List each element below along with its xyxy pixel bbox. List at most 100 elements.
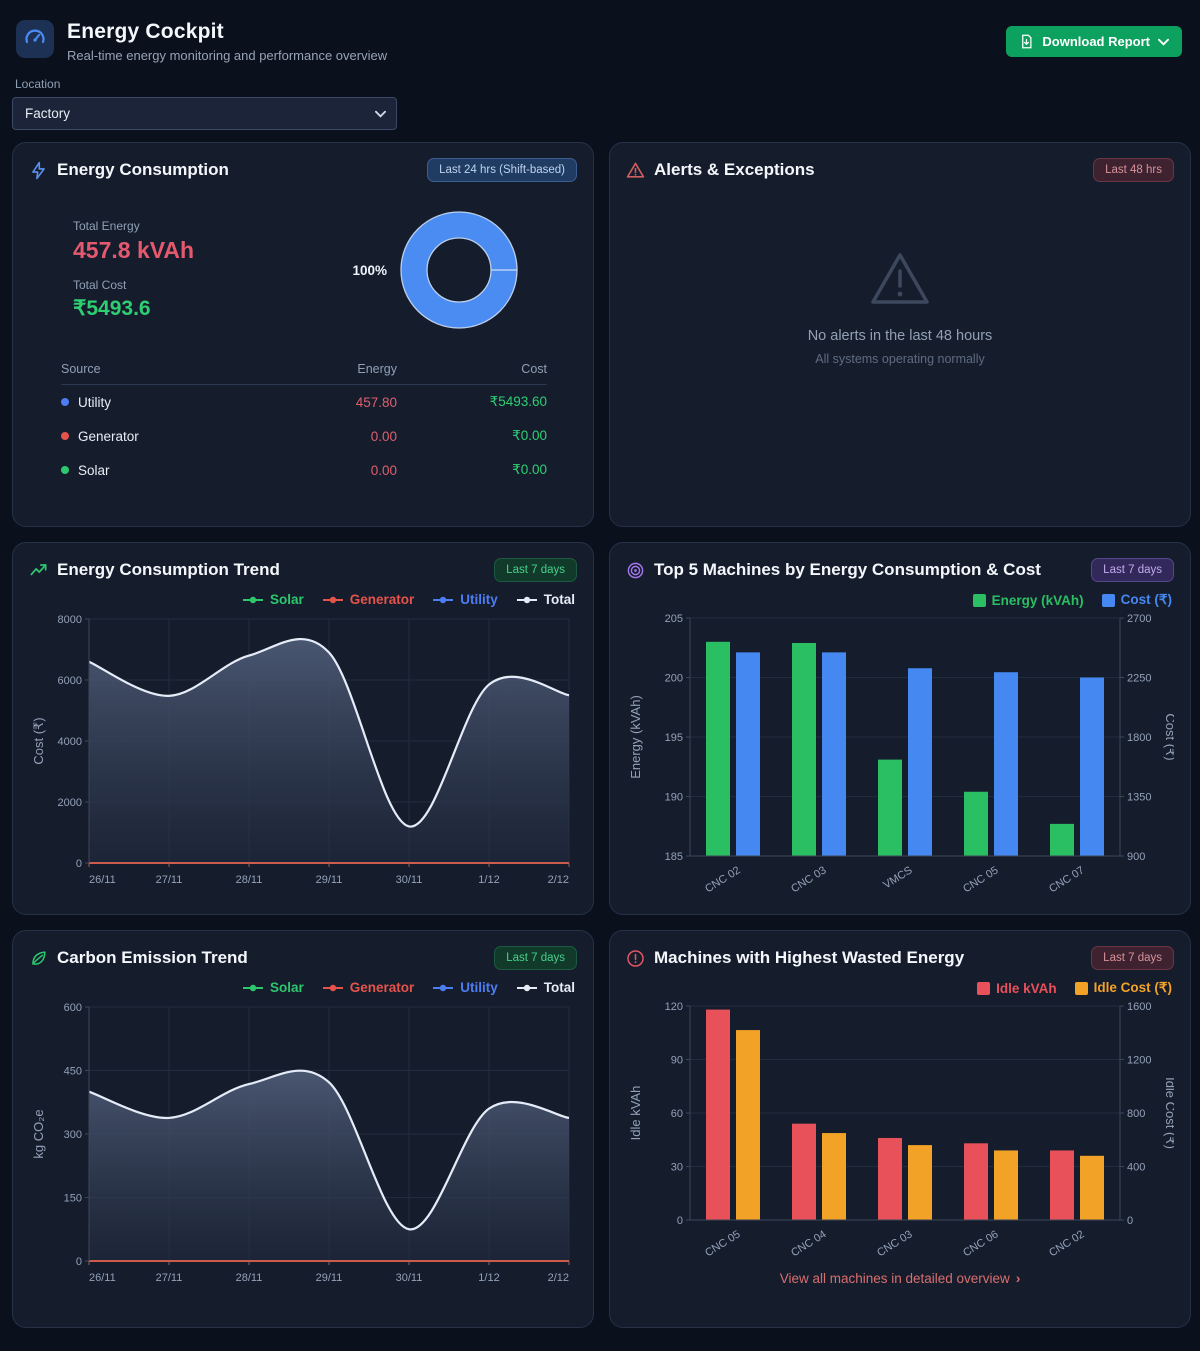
app-logo [16,20,54,58]
legend-label: Generator [349,592,415,607]
svg-text:600: 600 [64,1002,82,1014]
legend-square-marker [1101,593,1115,607]
row-source: Solar [78,462,110,478]
location-select[interactable]: Factory [12,97,397,130]
energy-trend-chart: 0 2000 4000 6000 8000 26/11 27/11 28/11 29/11 30/… [31,614,570,886]
svg-text:1/12: 1/12 [478,1272,499,1284]
svg-text:Cost (₹): Cost (₹) [31,717,46,764]
legend-item: Cost (₹) [1101,592,1172,608]
legend-item: Idle Cost (₹) [1074,980,1172,996]
svg-text:27/11: 27/11 [156,874,183,886]
no-alerts-title: No alerts in the last 48 hours [807,328,993,344]
legend-label: Utility [460,980,498,995]
top5-legend: Energy (kVAh) Cost (₹) [626,592,1172,608]
legend-line-marker [322,984,343,991]
panel-energy-consumption: Energy Consumption Last 24 hrs (Shift-ba… [12,142,594,527]
trending-up-icon [30,563,47,575]
table-header-energy: Energy [357,362,397,376]
svg-text:400: 400 [1127,1162,1145,1174]
svg-text:0: 0 [1127,1215,1133,1227]
svg-text:6000: 6000 [58,675,82,687]
legend-item: Idle kVAh [977,981,1057,996]
carbon-trend-chart: 0 150 300 450 600 26/11 27/11 28/11 29/11 30/11 1/… [31,1002,570,1284]
svg-text:26/11: 26/11 [89,1272,116,1284]
energy-totals: Total Energy 457.8 kVAh Total Cost ₹5493… [73,219,194,321]
empty-warning-triangle-icon [871,253,929,304]
gauge-icon [25,29,45,44]
leaf-icon [32,950,46,965]
svg-text:CNC 03: CNC 03 [875,1228,915,1259]
legend-label: Idle Cost (₹) [1093,980,1172,995]
row-source: Utility [78,394,111,410]
svg-text:190: 190 [665,792,683,804]
legend-label: Total [543,980,575,995]
chevron-down-icon [1158,38,1169,46]
svg-text:Idle kVAh: Idle kVAh [628,1086,643,1141]
svg-text:205: 205 [665,613,683,625]
row-energy: 457.80 [355,394,397,410]
svg-text:kg CO₂e: kg CO₂e [31,1109,46,1158]
donut-svg [400,211,518,329]
total-energy-value: 457.8 kVAh [73,237,195,263]
panel-title: Carbon Emission Trend [57,948,248,967]
table-header-cost: Cost [521,362,547,376]
time-range-badge: Last 7 days [494,946,577,970]
svg-text:90: 90 [671,1055,683,1067]
time-range-badge: Last 7 days [1091,558,1174,582]
legend-label: Total [543,592,575,607]
svg-text:CNC 04: CNC 04 [789,1228,829,1259]
utility-dot [61,398,69,406]
location-select-value: Factory [25,106,71,121]
row-cost: ₹5493.60 [489,394,547,409]
svg-text:Cost (₹): Cost (₹) [1163,713,1174,760]
page-subtitle: Real-time energy monitoring and performa… [67,48,388,63]
svg-text:27/11: 27/11 [156,1272,183,1284]
legend-line-marker [433,596,454,603]
svg-text:28/11: 28/11 [236,1272,263,1284]
legend-label: Energy (kVAh) [991,592,1084,608]
row-cost: ₹0.00 [512,462,547,477]
svg-text:4000: 4000 [58,736,82,748]
svg-text:2/12: 2/12 [548,874,569,886]
svg-text:CNC 06: CNC 06 [961,1228,1001,1259]
svg-text:Idle Cost (₹): Idle Cost (₹) [1163,1077,1174,1149]
svg-text:1350: 1350 [1127,792,1151,804]
svg-text:150: 150 [64,1193,82,1205]
legend-label: Generator [349,980,415,995]
legend-line-marker [433,984,454,991]
svg-text:800: 800 [1127,1108,1145,1120]
legend-item: Total [516,592,575,607]
energy-trend-legend: Solar Generator Utility Total [29,592,575,607]
legend-square-marker [972,593,986,607]
wasted-energy-chart: CNC 05 CNC 04 CNC 03 CNC 06 CNC 02 0 30 60 90 120… [628,1001,1174,1259]
svg-text:8000: 8000 [58,614,82,626]
svg-text:2250: 2250 [1127,673,1151,685]
total-cost-label: Total Cost [73,278,127,292]
no-alerts-subtitle: All systems operating normally [815,352,985,366]
no-alerts-placeholder: No alerts in the last 48 hours All syste… [610,251,1190,366]
panel-title: Energy Consumption [57,160,229,179]
solar-dot [61,466,69,474]
panel-title: Alerts & Exceptions [654,160,815,179]
legend-item: Solar [242,592,304,607]
warning-triangle-icon [626,162,645,178]
svg-text:CNC 03: CNC 03 [789,864,829,895]
view-all-machines-link[interactable]: View all machines in detailed overview › [626,1271,1174,1286]
time-range-badge: Last 7 days [1091,946,1174,970]
generator-dot [61,432,69,440]
chevron-right-icon: › [1015,1271,1021,1286]
legend-item: Utility [432,980,498,995]
svg-text:450: 450 [64,1066,82,1078]
svg-text:CNC 07: CNC 07 [1047,864,1087,895]
legend-square-marker [977,981,991,995]
carbon-trend-legend: Solar Generator Utility Total [29,980,575,995]
header: Energy Cockpit Real-time energy monitori… [12,0,1188,67]
legend-label: Utility [460,592,498,607]
lightning-bolt-icon [32,161,45,179]
panel-top5-machines: Top 5 Machines by Energy Consumption & C… [609,542,1191,915]
row-energy: 0.00 [370,428,397,444]
download-report-button[interactable]: Download Report [1006,26,1182,57]
svg-text:1600: 1600 [1127,1001,1151,1013]
source-table: Source Energy Cost Utility 457.80 ₹5493.… [29,362,577,487]
legend-item: Total [516,980,575,995]
